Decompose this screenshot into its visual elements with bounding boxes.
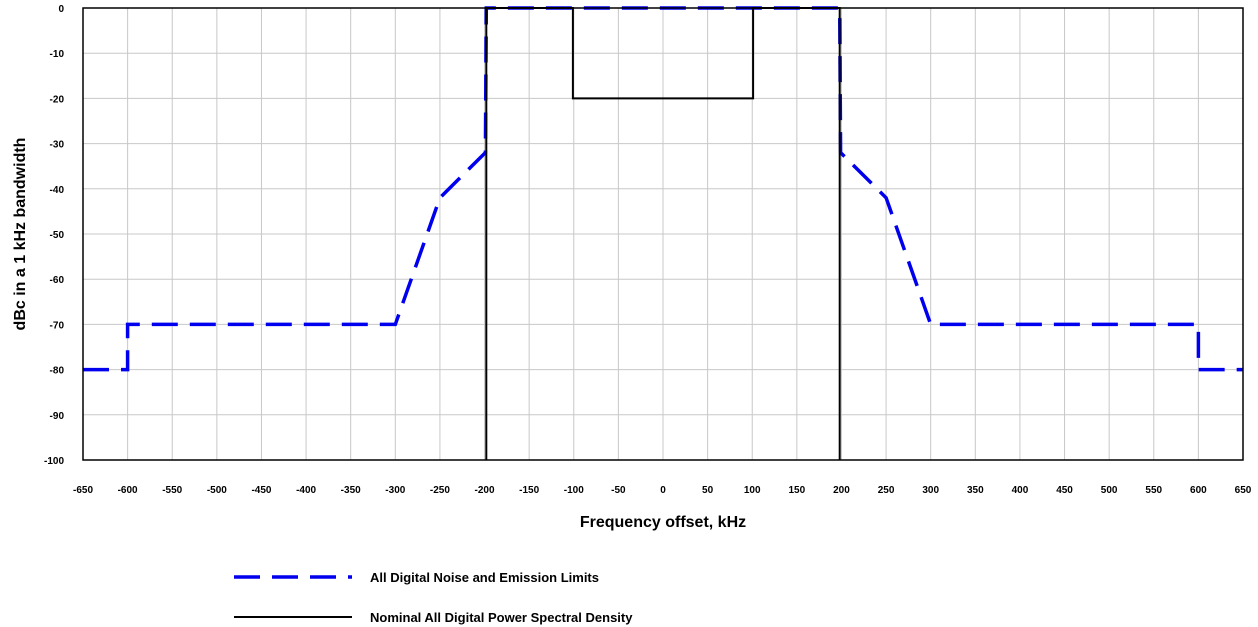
y-tick-labels: 0 -10 -20 -30 -40 -50 -60 -70 -80 -90 -100	[44, 4, 64, 467]
x-tick-label: -150	[519, 485, 539, 496]
y-tick-label: -60	[50, 275, 65, 286]
x-tick-label: -350	[341, 485, 361, 496]
x-tick-label: -600	[118, 485, 138, 496]
plot-frame	[82, 7, 1244, 461]
y-tick-label: -100	[44, 456, 64, 467]
x-tick-label: -450	[251, 485, 271, 496]
x-tick-label: 250	[878, 485, 895, 496]
x-tick-label: 200	[833, 485, 850, 496]
y-tick-label: -80	[50, 366, 65, 377]
x-tick-label: 450	[1056, 485, 1073, 496]
x-tick-label: -250	[430, 485, 450, 496]
x-tick-label: 0	[660, 485, 666, 496]
x-tick-label: -300	[385, 485, 405, 496]
x-tick-label: 150	[789, 485, 806, 496]
x-tick-label: -500	[207, 485, 227, 496]
legend-item-power-spectral-density: Nominal All Digital Power Spectral Densi…	[234, 610, 633, 625]
x-tick-label: -50	[611, 485, 626, 496]
x-tick-label: 400	[1012, 485, 1029, 496]
x-tick-label: 500	[1101, 485, 1118, 496]
y-tick-label: -20	[50, 94, 65, 105]
x-axis-title: Frequency offset, kHz	[580, 514, 746, 531]
y-tick-label: -70	[50, 320, 65, 331]
x-tick-label: -550	[162, 485, 182, 496]
y-tick-label: -30	[50, 140, 65, 151]
y-tick-label: -10	[50, 49, 65, 60]
x-tick-label: 650	[1235, 485, 1252, 496]
x-tick-label: 300	[922, 485, 939, 496]
x-tick-label: -200	[475, 485, 495, 496]
x-tick-label: 550	[1145, 485, 1162, 496]
y-tick-label: -40	[50, 185, 65, 196]
x-tick-label: 600	[1190, 485, 1207, 496]
x-tick-label: -400	[296, 485, 316, 496]
y-tick-label: 0	[58, 4, 64, 15]
legend-item-emission-limits: All Digital Noise and Emission Limits	[234, 570, 599, 585]
x-tick-label: -100	[564, 485, 584, 496]
x-tick-label: 350	[967, 485, 984, 496]
y-axis-title: dBc in a 1 kHz bandwidth	[12, 138, 29, 331]
x-tick-label: -650	[73, 485, 93, 496]
legend-label-emission-limits: All Digital Noise and Emission Limits	[370, 570, 599, 585]
x-tick-labels: -650 -600 -550 -500 -450 -400 -350 -300 -250 -200…	[73, 485, 1252, 496]
y-tick-label: -90	[50, 411, 65, 422]
x-tick-label: 50	[702, 485, 714, 496]
legend: All Digital Noise and Emission Limits No…	[234, 570, 633, 625]
legend-label-power-spectral-density: Nominal All Digital Power Spectral Densi…	[370, 610, 633, 625]
x-tick-label: 100	[744, 485, 761, 496]
y-tick-label: -50	[50, 230, 65, 241]
